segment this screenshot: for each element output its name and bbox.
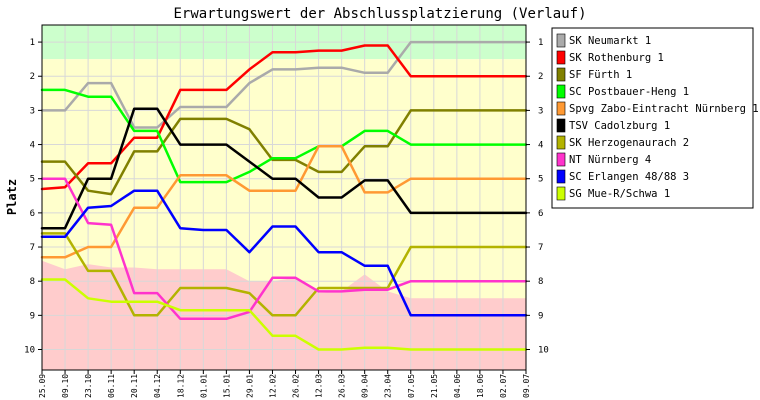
series-layer xyxy=(40,40,528,351)
y-tick-label-right: 3 xyxy=(538,106,543,116)
legend-swatch xyxy=(556,118,566,133)
legend-label: NT Nürnberg 4 xyxy=(569,154,651,166)
legend-label: SK Neumarkt 1 xyxy=(569,35,651,47)
x-tick-label: 09.10 xyxy=(61,374,70,398)
x-tick-label: 04.06 xyxy=(453,374,462,398)
y-axis-label: Platz xyxy=(5,179,19,215)
x-tick-label: 23.10 xyxy=(84,374,93,398)
y-tick-label-right: 8 xyxy=(538,277,543,287)
plot-frame xyxy=(41,24,527,371)
legend-label: SG Mue-R/Schwa 1 xyxy=(569,188,670,200)
x-axis: 25.09 09.10 23.10 06.11 20.11 04.12 18.12 01.01… xyxy=(38,370,531,398)
y-tick-label-right: 6 xyxy=(538,209,543,219)
series-line-7 xyxy=(40,232,528,317)
legend-label: Spvg Zabo-Eintracht Nürnberg 1 xyxy=(569,103,759,115)
y-tick-label: 3 xyxy=(30,106,35,116)
legend-swatch xyxy=(556,67,566,82)
y-axis-right: 1 2 3 4 5 6 7 8 9 10 xyxy=(526,38,549,356)
series-line-6 xyxy=(40,107,528,230)
x-tick-label: 04.12 xyxy=(153,374,162,398)
x-tick-label: 02.07 xyxy=(499,374,508,398)
series-line-5 xyxy=(40,145,528,259)
y-tick-label: 10 xyxy=(24,346,35,356)
x-tick-label: 12.03 xyxy=(315,374,324,398)
x-tick-label: 26.03 xyxy=(338,374,347,398)
legend-swatch xyxy=(556,152,566,167)
x-tick-label: 26.02 xyxy=(292,374,301,398)
legend-label: SC Postbauer-Heng 1 xyxy=(569,86,689,98)
y-axis-left: 1 2 3 4 5 6 7 8 9 10 xyxy=(24,38,42,356)
y-tick-label-right: 9 xyxy=(538,311,543,321)
legend: SK Neumarkt 1 SK Rothenburg 1 SF Fürth 1 SC… xyxy=(551,27,759,209)
x-tick-label: 21.05 xyxy=(430,374,439,398)
legend-swatch xyxy=(556,101,566,116)
y-tick-label: 2 xyxy=(30,72,35,82)
y-tick-label-right: 4 xyxy=(538,141,543,151)
legend-frame xyxy=(551,27,754,209)
x-tick-label: 15.01 xyxy=(222,374,231,398)
y-tick-label: 8 xyxy=(30,277,35,287)
y-tick-label-right: 1 xyxy=(538,38,543,48)
x-tick-label: 18.12 xyxy=(176,374,185,398)
y-tick-label-right: 7 xyxy=(538,243,543,253)
series-line-3 xyxy=(40,109,528,196)
y-tick-label: 4 xyxy=(30,141,35,151)
y-tick-label: 5 xyxy=(30,175,35,185)
legend-label: TSV Cadolzburg 1 xyxy=(569,120,670,132)
series-line-2 xyxy=(40,44,528,191)
legend-entries: SK Neumarkt 1 SK Rothenburg 1 SF Fürth 1 SC… xyxy=(556,33,759,201)
legend-label: SK Herzogenaurach 2 xyxy=(569,137,689,149)
x-tick-label: 29.01 xyxy=(245,374,254,398)
x-tick-label: 01.01 xyxy=(199,374,208,398)
y-tick-label-right: 5 xyxy=(538,175,543,185)
x-tick-label: 23.04 xyxy=(384,374,393,398)
y-tick-label-right: 10 xyxy=(538,346,549,356)
legend-swatch xyxy=(556,33,566,48)
series-line-9 xyxy=(40,189,528,317)
legend-swatch xyxy=(556,186,566,201)
x-tick-label: 25.09 xyxy=(38,374,47,398)
y-tick-label-right: 2 xyxy=(538,72,543,82)
x-tick-label: 18.06 xyxy=(476,374,485,398)
x-tick-label: 07.05 xyxy=(407,374,416,398)
legend-label: SF Fürth 1 xyxy=(569,69,632,81)
x-tick-label: 20.11 xyxy=(130,374,139,398)
series-line-8 xyxy=(40,177,528,321)
x-tick-label: 09.04 xyxy=(361,374,370,398)
y-tick-label: 9 xyxy=(30,311,35,321)
y-tick-label: 1 xyxy=(30,38,35,48)
y-tick-label: 7 xyxy=(30,243,35,253)
legend-swatch xyxy=(556,135,566,150)
x-tick-label: 06.11 xyxy=(107,374,116,398)
legend-label: SK Rothenburg 1 xyxy=(569,52,664,64)
y-tick-label: 6 xyxy=(30,209,35,219)
series-line-4 xyxy=(40,88,528,184)
x-tick-label: 12.02 xyxy=(268,374,277,398)
legend-swatch xyxy=(556,169,566,184)
series-line-10 xyxy=(40,278,528,351)
chart-title: Erwartungswert der Abschlussplatzierung … xyxy=(173,6,586,22)
series-line-1 xyxy=(40,40,528,129)
legend-swatch xyxy=(556,84,566,99)
legend-swatch xyxy=(556,50,566,65)
x-tick-label: 09.07 xyxy=(522,374,531,398)
legend-label: SC Erlangen 48/88 3 xyxy=(569,171,689,183)
